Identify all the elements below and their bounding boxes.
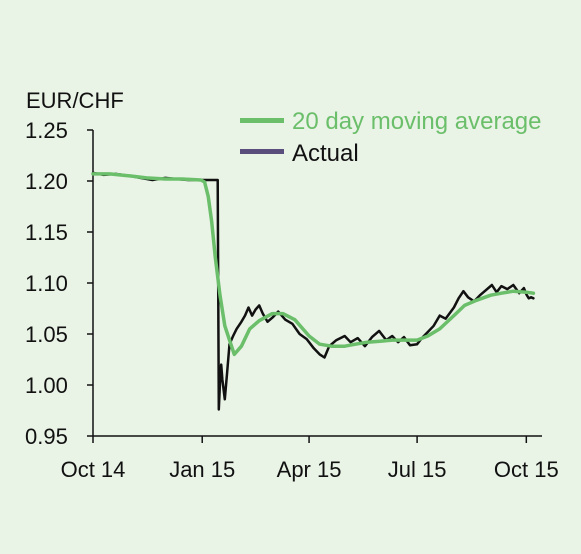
y-tick-label: 1.05 [25,322,68,347]
legend-label-actual: Actual [292,140,359,167]
series-line-actual [91,171,535,411]
x-tick-label: Oct 14 [61,457,126,482]
x-tick-label: Jan 15 [169,457,235,482]
series-line-ma [91,172,536,357]
legend-swatch-ma [240,118,284,123]
x-tick-label: Jul 15 [388,457,447,482]
y-tick-label: 1.10 [25,271,68,296]
legend-swatch-actual [240,149,284,154]
y-tick-label: 1.00 [25,373,68,398]
y-tick-label: 0.95 [25,424,68,449]
x-tick-label: Oct 15 [494,457,559,482]
x-tick-label: Apr 15 [277,457,342,482]
y-tick-label: 1.25 [25,118,68,143]
legend: 20 day moving average Actual [240,108,542,167]
y-axis-title: EUR/CHF [26,88,124,113]
series-group [91,171,536,411]
y-tick-label: 1.20 [25,169,68,194]
axes: 1.25 1.20 1.15 1.10 1.05 1.00 0.95 Oct 14 Jan 15… [25,118,559,482]
legend-label-ma: 20 day moving average [292,108,542,135]
y-tick-label: 1.15 [25,220,68,245]
